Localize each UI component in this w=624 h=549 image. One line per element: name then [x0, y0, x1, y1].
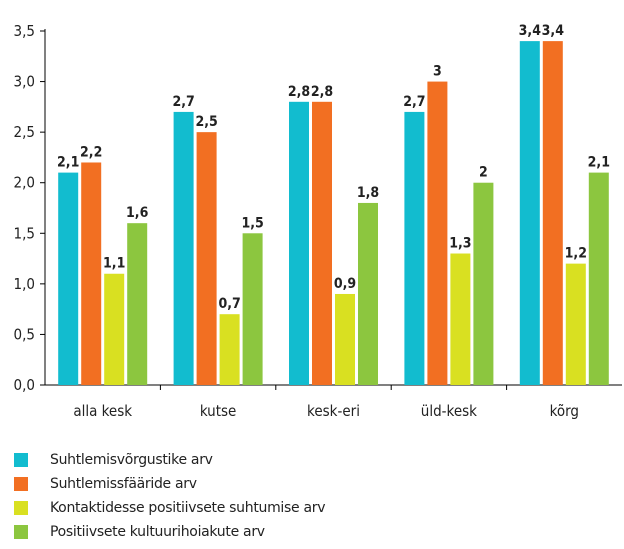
x-tick-label: üld-kesk: [421, 402, 477, 420]
data-label: 2,1: [588, 155, 610, 171]
data-label: 1,3: [449, 236, 471, 252]
bar: [427, 81, 448, 386]
legend-swatch: [14, 501, 28, 515]
legend: Suhtlemisvõrgustike arv Suhtlemissfääride…: [14, 448, 325, 544]
legend-item: Suhtlemisvõrgustike arv: [14, 448, 325, 472]
bar: [404, 111, 425, 386]
y-tick-label: 2,0: [14, 174, 35, 192]
data-label: 2,5: [195, 114, 217, 130]
data-label: 3,4: [542, 23, 565, 39]
bar: [519, 41, 540, 385]
legend-swatch: [14, 525, 28, 539]
legend-label: Suhtlemisvõrgustike arv: [50, 452, 213, 468]
bar: [565, 263, 586, 385]
x-tick-label: kutse: [200, 402, 237, 420]
data-label: 2,7: [403, 94, 425, 110]
bar: [312, 101, 332, 386]
data-label: 2,1: [57, 155, 79, 171]
data-label: 1,8: [357, 185, 379, 201]
bar: [588, 172, 609, 385]
legend-label: Positiivsete kultuurihoiakute arv: [50, 524, 265, 540]
y-tick-label: 2,5: [14, 123, 35, 141]
y-tick-label: 0,5: [14, 325, 35, 343]
data-label: 1,5: [241, 215, 263, 231]
y-tick-label: 3,5: [14, 22, 35, 40]
y-tick-label: 3,0: [14, 73, 35, 91]
bar: [335, 293, 355, 385]
bar: [58, 172, 79, 385]
data-label: 0,7: [218, 296, 240, 312]
bar: [450, 253, 471, 385]
data-label: 1,1: [103, 256, 125, 272]
data-label: 1,2: [565, 246, 587, 262]
legend-item: Positiivsete kultuurihoiakute arv: [14, 520, 325, 544]
data-label: 2: [479, 165, 488, 181]
bar: [104, 273, 125, 385]
data-label: 3: [433, 64, 442, 80]
x-tick-label: kõrg: [550, 402, 579, 420]
bar: [196, 132, 217, 385]
legend-item: Kontaktidesse positiivsete suhtumise arv: [14, 496, 325, 520]
legend-label: Kontaktidesse positiivsete suhtumise arv: [50, 500, 326, 516]
data-label: 3,4: [519, 23, 542, 39]
bar: [358, 202, 378, 385]
bar: [473, 182, 494, 385]
bar: [289, 101, 309, 386]
bar: [127, 223, 148, 385]
y-tick-label: 1,5: [14, 224, 35, 242]
legend-item: Suhtlemissfääride arv: [14, 472, 325, 496]
x-tick-label: kesk-eri: [307, 402, 360, 420]
data-label: 0,9: [334, 276, 356, 292]
bar: [242, 233, 263, 385]
legend-swatch: [14, 477, 28, 491]
data-label: 1,6: [126, 205, 149, 221]
y-tick-label: 1,0: [14, 275, 35, 293]
legend-swatch: [14, 453, 28, 467]
data-label: 2,7: [172, 94, 194, 110]
legend-label: Suhtlemissfääride arv: [50, 476, 197, 492]
data-label: 2,2: [80, 144, 102, 160]
bar: [173, 111, 194, 386]
data-label: 2,8: [288, 84, 310, 100]
data-label: 2,8: [311, 84, 333, 100]
bar: [219, 314, 240, 385]
bar-chart: 0,00,51,01,52,02,53,03,52,12,21,11,6alla…: [14, 22, 622, 420]
x-tick-label: alla kesk: [73, 402, 132, 420]
bar: [542, 41, 563, 385]
bar: [81, 162, 102, 385]
y-tick-label: 0,0: [14, 376, 35, 394]
